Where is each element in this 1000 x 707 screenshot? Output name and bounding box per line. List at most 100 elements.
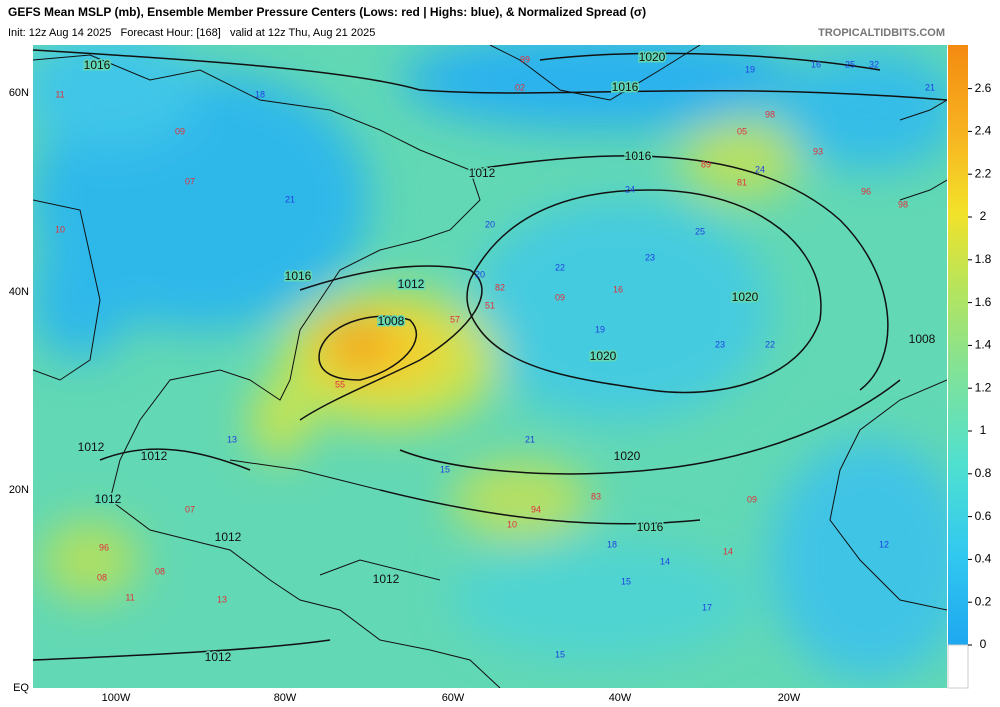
low-center: 96: [861, 186, 871, 196]
colorbar-label: 1.4: [975, 338, 992, 352]
high-center: 32: [869, 59, 879, 69]
low-center: 51: [485, 300, 495, 310]
lat-label: 20N: [9, 484, 29, 496]
lat-label: 40N: [9, 286, 29, 298]
isobar-label: 1008: [378, 314, 405, 328]
high-center: 12: [879, 539, 889, 549]
lon-label: 100W: [102, 692, 131, 704]
high-center: 21: [285, 194, 295, 204]
high-center: 22: [765, 339, 775, 349]
lat-label: 60N: [9, 87, 29, 99]
title: GEFS Mean MSLP (mb), Ensemble Member Pre…: [8, 5, 646, 19]
colorbar-label: 2.6: [975, 81, 992, 95]
isobar-label: 1012: [215, 530, 242, 544]
isobar-label: 1012: [373, 572, 400, 586]
source: TROPICALTIDBITS.COM: [818, 27, 945, 39]
low-center: 96: [99, 542, 109, 552]
isobar-label: 1016: [84, 58, 111, 72]
high-center: 18: [607, 539, 617, 549]
low-center: 94: [531, 504, 541, 514]
low-center: 93: [813, 146, 823, 156]
map: [33, 45, 947, 688]
low-center: 13: [217, 594, 227, 604]
high-center: 25: [695, 226, 705, 236]
colorbar-label: 1: [980, 423, 987, 437]
colorbar-label: 1.8: [975, 252, 992, 266]
high-center: 15: [440, 464, 450, 474]
colorbar-label: 2: [980, 209, 987, 223]
lon-label: 20W: [778, 692, 801, 704]
isobar-label: 1020: [732, 290, 759, 304]
high-center: 24: [625, 184, 635, 194]
high-center: 25: [845, 59, 855, 69]
high-center: 19: [595, 324, 605, 334]
high-center: 18: [255, 89, 265, 99]
low-center: 07: [185, 176, 195, 186]
lon-label: 40W: [609, 692, 632, 704]
low-center: 09: [175, 126, 185, 136]
colorbar-label: 0.6: [975, 509, 992, 523]
high-center: 22: [555, 262, 565, 272]
high-center: 21: [925, 82, 935, 92]
high-center: 14: [660, 556, 670, 566]
low-center: 08: [155, 566, 165, 576]
low-center: 10: [507, 519, 517, 529]
subtitle: Init: 12z Aug 14 2025 Forecast Hour: [16…: [8, 27, 375, 39]
low-center: 10: [55, 224, 65, 234]
high-center: 16: [811, 59, 821, 69]
isobar-label: 1012: [469, 166, 496, 180]
low-center: 07: [185, 504, 195, 514]
colorbar-zero: [947, 644, 969, 689]
low-center: 14: [723, 546, 733, 556]
low-center: 08: [97, 572, 107, 582]
high-center: 24: [755, 164, 765, 174]
colorbar-label: 0.2: [975, 594, 992, 608]
isobar-label: 1016: [625, 149, 652, 163]
high-center: 19: [745, 64, 755, 74]
isobar-label: 1012: [205, 650, 232, 664]
low-center: 81: [737, 177, 747, 187]
isobar-label: 1012: [398, 277, 425, 291]
high-center: 23: [645, 252, 655, 262]
low-center: 83: [591, 491, 601, 501]
lon-label: 80W: [274, 692, 297, 704]
colorbar-label: 0.4: [975, 552, 992, 566]
colorbar-label: 1.2: [975, 380, 992, 394]
low-center: 09: [555, 292, 565, 302]
high-center: 15: [555, 649, 565, 659]
high-center: 13: [227, 434, 237, 444]
low-center: 11: [125, 592, 134, 602]
low-center: 89: [701, 159, 711, 169]
isobar-label: 1012: [95, 492, 122, 506]
isobar-label: 1016: [637, 520, 664, 534]
low-center: 05: [737, 126, 747, 136]
colorbar-label: 2.2: [975, 166, 992, 180]
low-center: 11: [55, 89, 64, 99]
isobar-label: 1008: [909, 332, 936, 346]
high-center: 20: [485, 219, 495, 229]
low-center: 16: [613, 284, 623, 294]
lat-label: EQ: [13, 682, 29, 694]
colorbar-label: 0: [980, 637, 987, 651]
low-center: 82: [495, 282, 505, 292]
low-center: 55: [335, 379, 345, 389]
low-center: 99: [520, 54, 530, 64]
isobar-label: 1012: [141, 449, 168, 463]
high-center: 20: [475, 269, 485, 279]
colorbar: [948, 45, 968, 645]
low-center: 09: [747, 494, 757, 504]
low-center: 02: [515, 82, 525, 92]
isobar-label: 1012: [78, 440, 105, 454]
colorbar-label: 0.8: [975, 466, 992, 480]
isobar-label: 1020: [614, 449, 641, 463]
low-center: 98: [898, 199, 908, 209]
isobar-label: 1016: [285, 269, 312, 283]
high-center: 21: [525, 434, 535, 444]
colorbar-label: 2.4: [975, 124, 992, 138]
colorbar-label: 1.6: [975, 295, 992, 309]
low-center: 98: [765, 109, 775, 119]
high-center: 23: [715, 339, 725, 349]
isobar-label: 1020: [590, 349, 617, 363]
lon-label: 60W: [442, 692, 465, 704]
